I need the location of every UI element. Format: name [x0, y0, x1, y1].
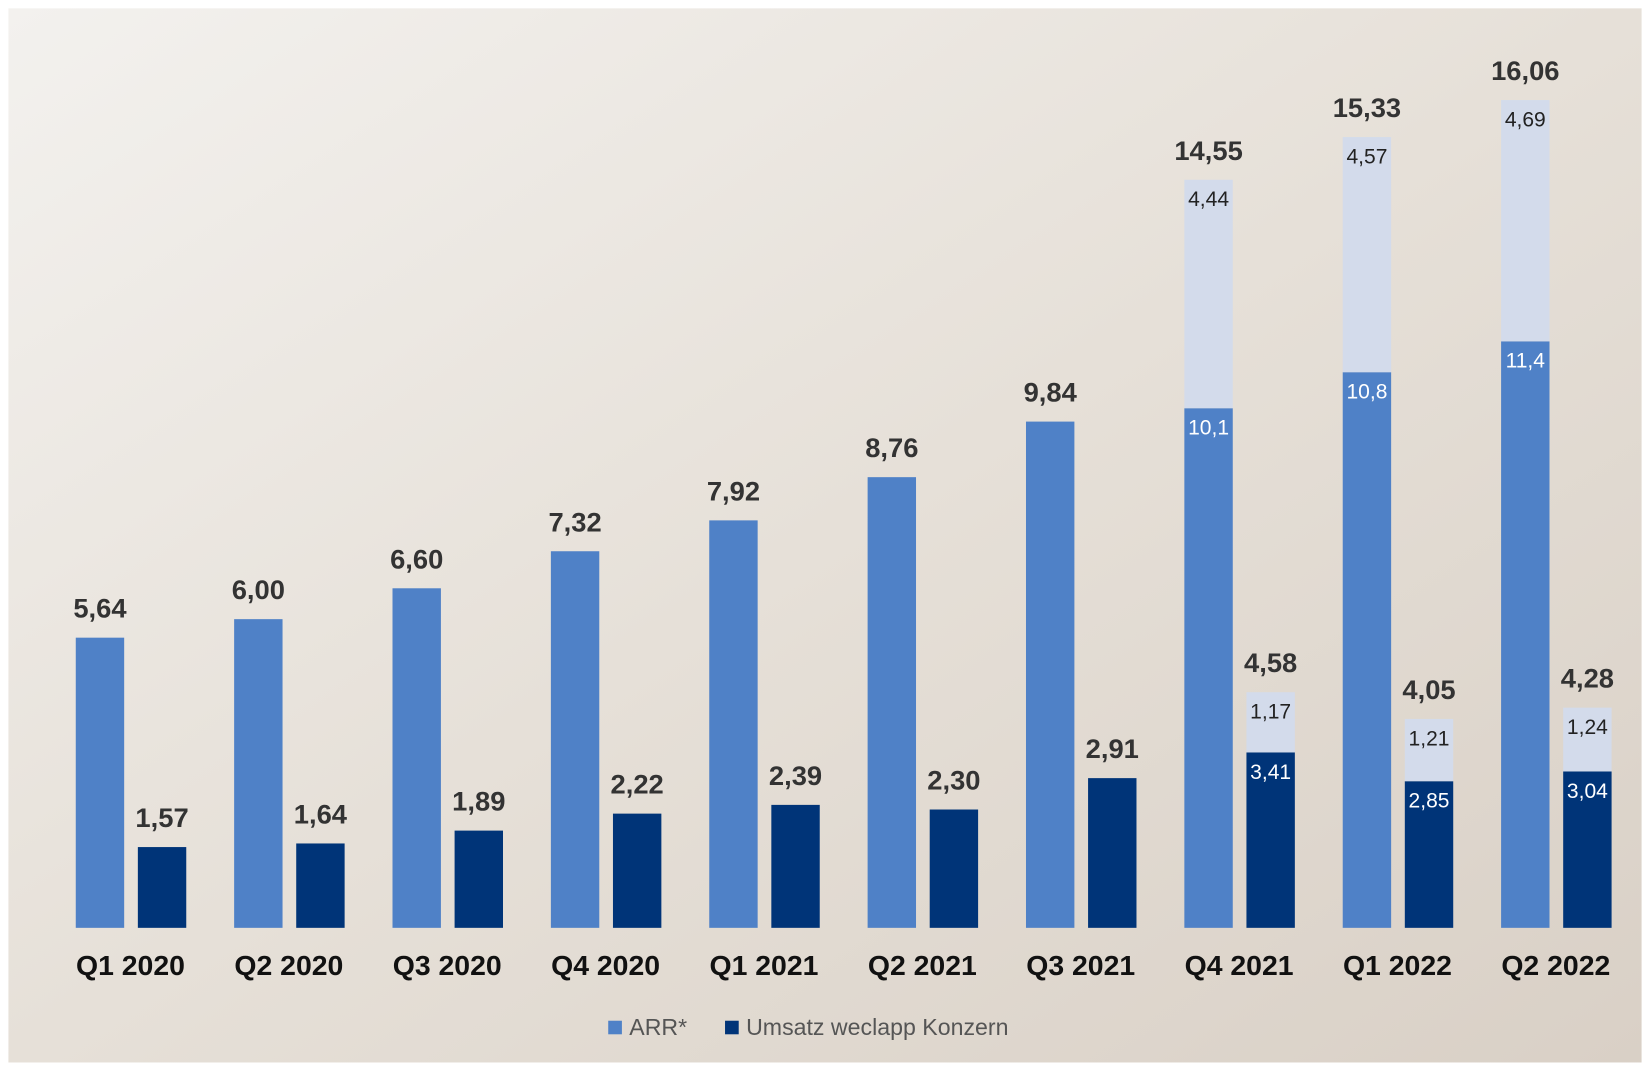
bar-segment — [1404, 781, 1454, 928]
x-tick-label: Q2 2022 — [1501, 949, 1610, 981]
bar-segment — [1184, 179, 1233, 409]
bar-segment — [1501, 100, 1550, 342]
bar-segment — [454, 830, 503, 928]
total-label: 2,30 — [927, 765, 980, 796]
segment-label: 1,24 — [1567, 716, 1608, 739]
bar-segment — [550, 551, 600, 928]
segment-label: 4,57 — [1346, 146, 1387, 169]
total-label: 14,55 — [1174, 135, 1242, 166]
bar-segment — [392, 588, 441, 928]
legend-swatch — [608, 1020, 622, 1035]
bar-segment — [137, 847, 187, 928]
bar-segment — [296, 843, 345, 928]
total-label: 15,33 — [1333, 92, 1401, 123]
total-label: 4,28 — [1561, 663, 1614, 694]
total-label: 5,64 — [73, 593, 126, 624]
x-tick-label: Q3 2021 — [1026, 949, 1135, 981]
bar-segment — [75, 637, 125, 928]
legend-label: Umsatz weclapp Konzern — [746, 1014, 1008, 1040]
total-label: 2,39 — [769, 760, 822, 791]
bar-segment — [234, 619, 283, 928]
total-label: 4,05 — [1402, 674, 1455, 705]
segment-label: 4,44 — [1188, 188, 1229, 211]
segment-label: 10,8 — [1346, 381, 1387, 404]
total-label: 9,84 — [1024, 377, 1077, 408]
segment-label: 1,21 — [1409, 727, 1450, 750]
segment-label: 10,1 — [1188, 417, 1229, 440]
bar-segment — [1501, 341, 1550, 928]
segment-label: 4,69 — [1505, 109, 1546, 132]
total-label: 16,06 — [1491, 55, 1559, 86]
segment-label: 1,17 — [1250, 701, 1291, 724]
segment-label: 11,4 — [1506, 350, 1546, 373]
segment-label: 3,41 — [1250, 761, 1291, 784]
total-label: 1,64 — [294, 799, 347, 830]
total-label: 7,32 — [548, 506, 601, 537]
total-label: 4,58 — [1244, 647, 1297, 678]
x-tick-label: Q4 2021 — [1185, 949, 1294, 981]
bar-segment — [612, 813, 662, 928]
total-label: 1,89 — [452, 786, 505, 817]
bar-segment — [709, 520, 758, 928]
bar-segment — [1342, 372, 1392, 928]
total-label: 1,57 — [135, 802, 188, 833]
total-label: 7,92 — [707, 476, 760, 507]
bar-segment — [771, 804, 820, 928]
bar-segment — [1184, 408, 1233, 928]
bar-segment — [1563, 707, 1612, 772]
segment-label: 3,04 — [1567, 780, 1608, 803]
total-label: 2,22 — [611, 769, 664, 800]
bar-segment — [1246, 752, 1295, 928]
bar-segment — [1088, 778, 1137, 928]
total-label: 6,00 — [232, 574, 285, 605]
x-tick-label: Q1 2020 — [76, 949, 185, 981]
total-label: 2,91 — [1086, 733, 1139, 764]
bar-segment — [1404, 718, 1454, 782]
legend-swatch — [725, 1020, 739, 1035]
x-tick-label: Q3 2020 — [393, 949, 502, 981]
total-label: 6,60 — [390, 543, 443, 574]
x-tick-label: Q4 2020 — [551, 949, 660, 981]
total-label: 8,76 — [865, 432, 918, 463]
bar-segment — [1025, 421, 1075, 928]
x-tick-label: Q1 2022 — [1343, 949, 1452, 981]
bar-segment — [867, 477, 917, 928]
x-tick-label: Q2 2020 — [234, 949, 343, 981]
bar-segment — [929, 809, 979, 928]
bar-segment — [1563, 771, 1612, 928]
segment-label: 2,85 — [1409, 790, 1450, 813]
x-tick-label: Q2 2021 — [868, 949, 977, 981]
x-tick-label: Q1 2021 — [709, 949, 818, 981]
bar-segment — [1342, 137, 1392, 373]
bar-segment — [1246, 692, 1295, 753]
legend-label: ARR* — [629, 1014, 687, 1040]
